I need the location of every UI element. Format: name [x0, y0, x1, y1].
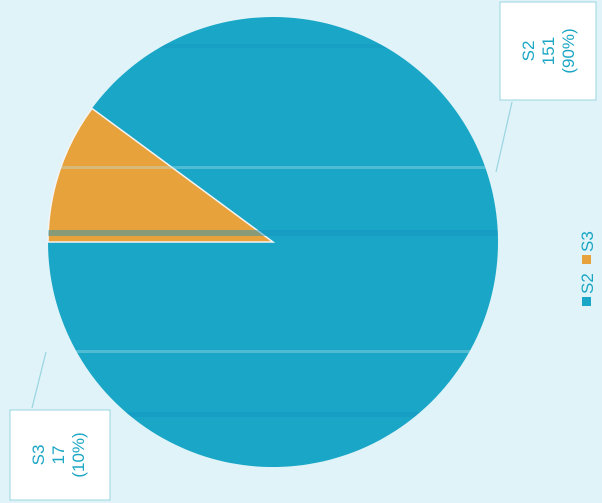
- data-label-s3-name: S3: [29, 445, 48, 466]
- leader-line-s3: [31, 351, 47, 409]
- data-label-s2-value: 151: [539, 37, 558, 65]
- legend-label-s2: S2: [578, 273, 597, 294]
- label-box-s2: [499, 1, 597, 101]
- data-label-s2-percent: (90%): [559, 28, 578, 73]
- legend-swatch-s3: [582, 255, 591, 264]
- legend: S2 S3: [578, 231, 597, 306]
- data-label-s3-value: 17: [49, 446, 68, 465]
- leader-line-s2: [495, 101, 513, 173]
- data-label-s2-name: S2: [519, 41, 538, 62]
- pie-texture: [48, 44, 498, 417]
- legend-label-s3: S3: [578, 231, 597, 252]
- pie-slice-s3[interactable]: [47, 107, 276, 243]
- data-label-s3-percent: (10%): [69, 432, 88, 477]
- legend-swatch-s2: [582, 297, 591, 306]
- label-box-s3: [9, 409, 111, 501]
